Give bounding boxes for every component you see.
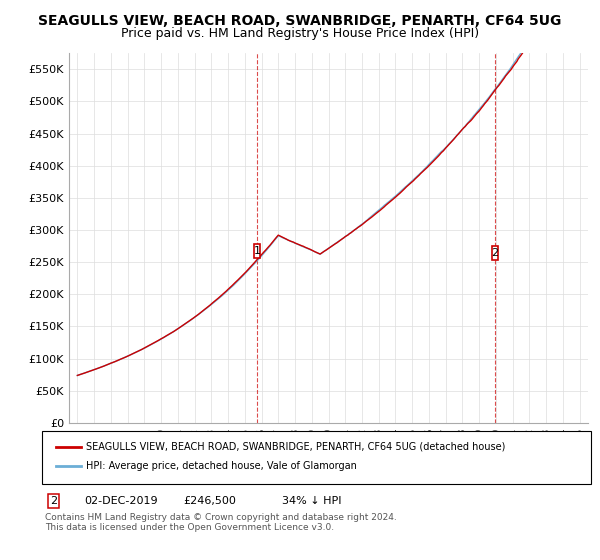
Text: Price paid vs. HM Land Registry's House Price Index (HPI): Price paid vs. HM Land Registry's House … — [121, 27, 479, 40]
Text: 1: 1 — [254, 246, 261, 256]
Bar — [491, 246, 497, 260]
Text: HPI: Average price, detached house, Vale of Glamorgan: HPI: Average price, detached house, Vale… — [86, 461, 356, 472]
Text: Contains HM Land Registry data © Crown copyright and database right 2024.: Contains HM Land Registry data © Crown c… — [45, 513, 397, 522]
Text: This data is licensed under the Open Government Licence v3.0.: This data is licensed under the Open Gov… — [45, 523, 334, 532]
Text: £250,000: £250,000 — [183, 472, 236, 482]
Text: 1: 1 — [50, 472, 57, 482]
Text: £246,500: £246,500 — [183, 496, 236, 506]
Text: 2: 2 — [491, 249, 498, 258]
Text: 2: 2 — [50, 496, 57, 506]
Text: 1% ↓ HPI: 1% ↓ HPI — [282, 472, 334, 482]
Bar — [254, 244, 260, 258]
Text: SEAGULLS VIEW, BEACH ROAD, SWANBRIDGE, PENARTH, CF64 5UG (detached house): SEAGULLS VIEW, BEACH ROAD, SWANBRIDGE, P… — [86, 442, 505, 452]
Text: SEAGULLS VIEW, BEACH ROAD, SWANBRIDGE, PENARTH, CF64 5UG: SEAGULLS VIEW, BEACH ROAD, SWANBRIDGE, P… — [38, 14, 562, 28]
Text: 34% ↓ HPI: 34% ↓ HPI — [282, 496, 341, 506]
Text: 02-DEC-2019: 02-DEC-2019 — [84, 496, 158, 506]
Text: 26-SEP-2005: 26-SEP-2005 — [84, 472, 155, 482]
